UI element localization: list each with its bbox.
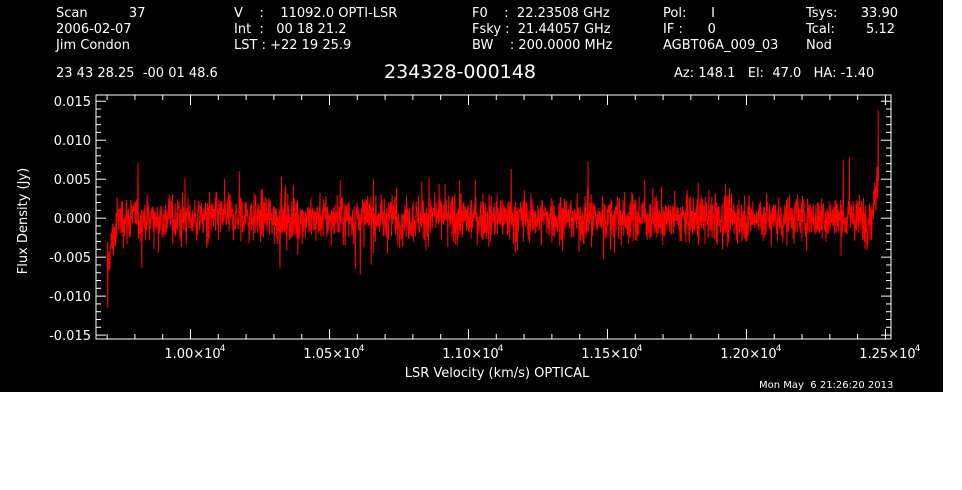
y-tick-label: 0.000 xyxy=(54,212,91,227)
x-tick-label: 1.15×10 xyxy=(581,347,637,362)
y-axis-label: Flux Density (Jy) xyxy=(16,168,31,274)
y-tick-label: 0.005 xyxy=(54,173,91,188)
tcal-label: Tcal: xyxy=(806,22,835,37)
x-tick-label: 1.20×10 xyxy=(720,347,776,362)
x-tick-label: 1.25×10 xyxy=(859,347,915,362)
if-label: IF : 0 xyxy=(663,22,716,37)
spectrum-series-trace xyxy=(106,110,879,308)
plot-panel: Scan 37 2006-02-07 Jim Condon V : 11092.… xyxy=(0,0,943,392)
sky-frequency-label: Fsky : 21.44057 GHz xyxy=(472,22,611,37)
source-title: 234328-000148 xyxy=(384,61,536,83)
x-tick-exponent: 4 xyxy=(915,344,921,354)
polarization-label: Pol: I xyxy=(663,6,715,21)
y-tick-label: -0.010 xyxy=(49,290,91,305)
scan-label: Scan 37 xyxy=(56,6,146,21)
plot-frame xyxy=(95,94,892,340)
tsys-value: 33.90 xyxy=(860,6,898,21)
integration-label: Int : 00 18 21.2 xyxy=(234,22,347,37)
date-label: 2006-02-07 xyxy=(56,22,132,37)
y-tick-label: 0.015 xyxy=(54,95,91,110)
coordinates-label: 23 43 28.25 -00 01 48.6 xyxy=(56,66,218,81)
x-tick-exponent: 4 xyxy=(637,344,643,354)
spectrum-line xyxy=(106,110,879,308)
rest-frequency-label: F0 : 22.23508 GHz xyxy=(472,6,610,21)
bandwidth-label: BW : 200.0000 MHz xyxy=(472,38,613,53)
x-tick-label: 1.05×10 xyxy=(303,347,359,362)
timestamp-label: Mon May 6 21:26:20 2013 xyxy=(759,380,894,391)
x-axis-label: LSR Velocity (km/s) OPTICAL xyxy=(405,366,590,381)
y-tick-label: 0.010 xyxy=(54,134,91,149)
tcal-value: 5.12 xyxy=(866,22,895,37)
y-tick-label: -0.005 xyxy=(49,251,91,266)
velocity-label: V : 11092.0 OPTI-LSR xyxy=(234,6,398,21)
x-tick-label: 1.10×10 xyxy=(442,347,498,362)
observer-label: Jim Condon xyxy=(56,38,130,53)
lst-label: LST : +22 19 25.9 xyxy=(234,38,352,53)
x-tick-exponent: 4 xyxy=(498,344,504,354)
x-tick-exponent: 4 xyxy=(359,344,365,354)
x-tick-exponent: 4 xyxy=(776,344,782,354)
project-label: AGBT06A_009_03 xyxy=(663,38,779,53)
plot-axes: 1.00×10 4 1.05×10 4 1.10×10 4 1.15×10 4 1.20×10 4… xyxy=(49,95,921,362)
az-el-ha-label: Az: 148.1 El: 47.0 HA: -1.40 xyxy=(674,66,875,81)
spectrum-chart: 1.00×10 4 1.05×10 4 1.10×10 4 1.15×10 4 1.20×10 4… xyxy=(16,94,921,381)
y-tick-label: -0.015 xyxy=(49,329,91,344)
tsys-label: Tsys: xyxy=(806,6,838,21)
x-tick-exponent: 4 xyxy=(220,344,226,354)
nod-label: Nod xyxy=(806,38,832,53)
x-tick-label: 1.00×10 xyxy=(164,347,220,362)
